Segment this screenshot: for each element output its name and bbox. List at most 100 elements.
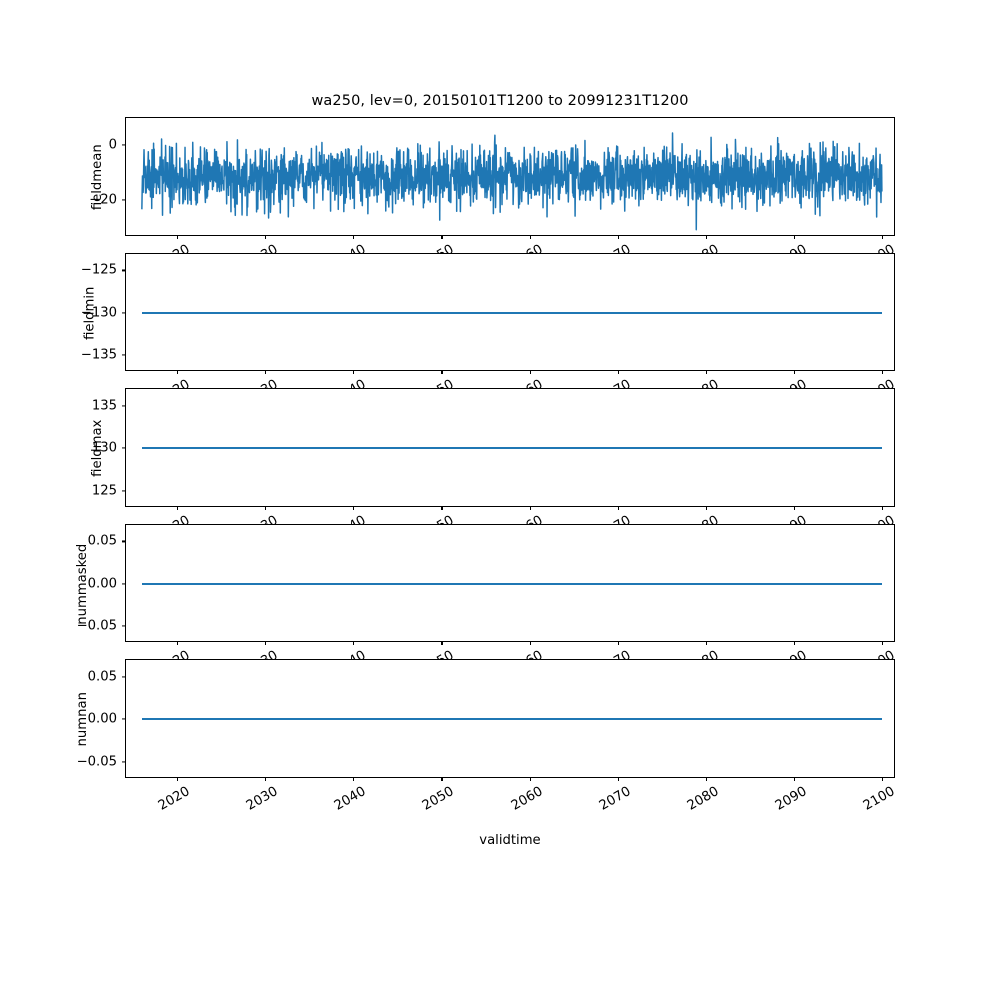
x-tick-mark xyxy=(529,505,531,510)
y-axis-label-fieldmean: fieldmean xyxy=(89,144,105,211)
x-tick-mark xyxy=(353,370,355,375)
y-axis-label-fieldmin: fieldmin xyxy=(82,286,98,340)
x-tick-mark xyxy=(705,234,707,239)
x-tick-mark xyxy=(353,641,355,646)
y-tick-mark xyxy=(121,718,126,720)
x-tick-mark xyxy=(177,234,179,239)
x-tick-mark xyxy=(265,234,267,239)
x-tick-mark xyxy=(881,776,884,781)
y-tick-mark xyxy=(121,269,126,271)
y-axis-label-nummasked: nummasked xyxy=(75,543,90,625)
y-tick-label: 135 xyxy=(91,398,117,414)
x-tick-mark xyxy=(705,776,707,781)
x-tick-label: 2080 xyxy=(684,783,722,814)
x-tick-mark xyxy=(265,776,267,781)
data-line-nummasked xyxy=(141,582,882,585)
x-tick-mark xyxy=(617,776,619,781)
data-line-fieldmean xyxy=(141,132,883,231)
x-tick-mark xyxy=(793,641,795,646)
y-tick-mark xyxy=(121,676,126,678)
subplot-numnan: 0.05 0.00 −0.05 numnan 2020 2030 2040 2050 2060 2… xyxy=(75,659,897,813)
x-tick-label: 2030 xyxy=(244,783,281,814)
x-tick-mark xyxy=(353,234,355,239)
x-tick-mark xyxy=(881,370,884,375)
x-tick-label: 2070 xyxy=(596,783,634,814)
x-tick-mark xyxy=(617,641,619,646)
x-tick-mark xyxy=(705,505,707,510)
y-tick-mark xyxy=(121,540,126,542)
y-tick-mark xyxy=(121,625,126,627)
subplot-fieldmax: 135130125fieldmax20202030204020502060207… xyxy=(90,388,895,510)
y-tick-mark xyxy=(121,447,126,449)
subplot-fieldmean: 0−20fieldmean202020302040205020602070208… xyxy=(89,117,895,239)
plot-area xyxy=(126,254,894,371)
x-tick-mark xyxy=(177,505,179,510)
x-tick-mark xyxy=(265,641,267,646)
x-tick-label: 2020 xyxy=(156,783,193,814)
y-tick-mark xyxy=(121,760,126,763)
y-tick-label: −125 xyxy=(80,262,117,278)
y-tick-label: 130 xyxy=(91,440,117,456)
x-tick-mark xyxy=(265,505,267,510)
x-tick-mark xyxy=(529,370,531,375)
data-line-fieldmin xyxy=(141,311,882,314)
x-tick-mark xyxy=(617,234,619,239)
x-tick-mark xyxy=(617,505,619,510)
plot-area xyxy=(126,389,894,506)
y-tick-label: −20 xyxy=(89,192,117,208)
x-tick-mark xyxy=(441,505,443,510)
x-tick-mark xyxy=(881,641,884,646)
x-tick-mark xyxy=(881,234,884,239)
subplot-nummasked: 0.050.00−0.05nummasked202020302040205020… xyxy=(75,523,895,646)
x-tick-mark xyxy=(881,505,884,510)
x-tick-label: 2100 xyxy=(860,783,898,814)
x-tick-mark xyxy=(441,776,443,781)
x-tick-label: 2050 xyxy=(420,783,457,814)
figure-title: wa250, lev=0, 20150101T1200 to 20991231T… xyxy=(311,93,689,109)
x-tick-mark xyxy=(177,641,179,646)
y-tick-mark xyxy=(121,199,126,201)
y-tick-label: −0.05 xyxy=(76,754,117,770)
y-tick-label: −135 xyxy=(80,347,117,363)
x-tick-mark xyxy=(441,641,443,646)
x-tick-mark xyxy=(441,234,443,239)
x-tick-label: 2040 xyxy=(332,783,369,814)
x-tick-mark xyxy=(265,370,267,375)
y-tick-label: 125 xyxy=(91,483,117,499)
y-tick-mark xyxy=(121,144,126,146)
y-tick-mark xyxy=(121,489,126,492)
y-tick-mark xyxy=(121,312,126,314)
y-tick-mark xyxy=(121,405,126,407)
plot-area xyxy=(126,118,894,235)
y-tick-label: −130 xyxy=(80,305,117,321)
subplot-fieldmin: −125−130−135fieldmin20202030204020502060… xyxy=(81,252,895,375)
y-tick-mark xyxy=(121,583,126,585)
y-tick-label: 0.05 xyxy=(87,669,117,685)
y-tick-label: 0 xyxy=(108,137,117,153)
data-line-numnan xyxy=(141,718,882,721)
x-tick-mark xyxy=(793,776,795,781)
y-tick-label: −0.05 xyxy=(76,618,117,634)
y-tick-mark xyxy=(121,354,126,356)
plot-area xyxy=(126,660,894,777)
x-tick-mark xyxy=(529,641,531,646)
y-axis-label-fieldmax: fieldmax xyxy=(89,419,105,477)
x-tick-mark xyxy=(529,234,531,239)
data-line-fieldmax xyxy=(141,447,882,450)
x-tick-mark xyxy=(793,370,795,375)
x-tick-mark xyxy=(793,505,795,510)
y-tick-label: 0.00 xyxy=(87,711,117,727)
y-tick-label: 0.00 xyxy=(87,576,117,592)
x-tick-mark xyxy=(353,776,355,781)
y-axis-label-numnan: numnan xyxy=(75,692,90,747)
y-tick-label: 0.05 xyxy=(87,533,117,549)
plot-area xyxy=(126,525,894,642)
x-tick-label: 2090 xyxy=(772,783,810,814)
x-tick-mark xyxy=(705,641,707,646)
x-tick-mark xyxy=(617,370,619,375)
x-tick-mark xyxy=(353,505,355,510)
x-tick-mark xyxy=(441,370,443,375)
x-tick-mark xyxy=(177,776,179,781)
x-tick-mark xyxy=(705,370,707,375)
